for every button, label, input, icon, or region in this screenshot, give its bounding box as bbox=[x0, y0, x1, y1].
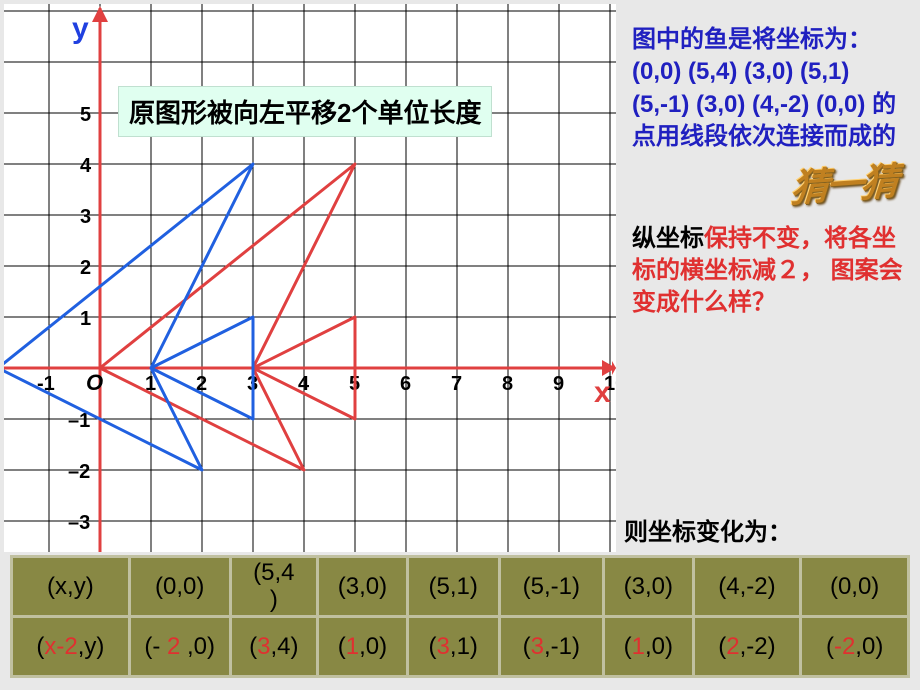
description-text: 图中的鱼是将坐标为： (0,0) (5,4) (3,0) (5,1) (5,-1… bbox=[624, 4, 914, 154]
table-cell: (2,-2) bbox=[693, 617, 801, 677]
table-cell: (1,0) bbox=[318, 617, 408, 677]
result-label: 则坐标变化为： bbox=[624, 512, 792, 547]
table-cell: (1,0) bbox=[603, 617, 693, 677]
table-cell: (0,0) bbox=[801, 557, 909, 617]
table-cell: (5,4) bbox=[230, 557, 317, 617]
table-cell: (3,1) bbox=[407, 617, 499, 677]
table-cell: (5,1) bbox=[407, 557, 499, 617]
right-panel: 图中的鱼是将坐标为： (0,0) (5,4) (3,0) (5,1) (5,-1… bbox=[624, 4, 914, 552]
table-cell: (-2,0) bbox=[801, 617, 909, 677]
table-cell: (0,0) bbox=[129, 557, 230, 617]
svg-text:–3: –3 bbox=[68, 512, 90, 534]
table-cell: (3,0) bbox=[318, 557, 408, 617]
desc-prefix: 图中的鱼是将坐标为： bbox=[632, 26, 872, 53]
desc-coords: (0,0) (5,4) (3,0) (5,1) (5,-1) (3,0) (4,… bbox=[632, 58, 865, 117]
table-header: (x-2,y) bbox=[12, 617, 130, 677]
svg-text:9: 9 bbox=[553, 373, 564, 395]
guess-word: 猜一猜 bbox=[789, 150, 898, 213]
svg-text:6: 6 bbox=[400, 373, 411, 395]
svg-text:3: 3 bbox=[80, 206, 91, 228]
coordinate-table: (x,y)(0,0)(5,4)(3,0)(5,1)(5,-1)(3,0)(4,-… bbox=[10, 555, 910, 678]
graph-caption: 原图形被向左平移2个单位长度 bbox=[118, 86, 492, 137]
table-cell: (5,-1) bbox=[499, 557, 603, 617]
svg-text:8: 8 bbox=[502, 373, 513, 395]
svg-text:1: 1 bbox=[80, 308, 91, 330]
table-header: (x,y) bbox=[12, 557, 130, 617]
q-prefix: 纵坐标 bbox=[632, 225, 704, 252]
svg-text:5: 5 bbox=[80, 104, 91, 126]
guess-decoration: 猜一猜 bbox=[624, 154, 914, 209]
svg-text:O: O bbox=[86, 370, 103, 395]
svg-text:–2: –2 bbox=[68, 461, 90, 483]
slide: O12345678910-2-112345–1–2–3xy 原图形被向左平移2个… bbox=[0, 0, 920, 690]
graph-area: O12345678910-2-112345–1–2–3xy 原图形被向左平移2个… bbox=[4, 4, 616, 552]
table-cell: (3,4) bbox=[230, 617, 317, 677]
table-cell: (- 2 ,0) bbox=[129, 617, 230, 677]
table-cell: (4,-2) bbox=[693, 557, 801, 617]
svg-text:2: 2 bbox=[80, 257, 91, 279]
svg-text:7: 7 bbox=[451, 373, 462, 395]
svg-text:y: y bbox=[72, 12, 89, 45]
svg-text:4: 4 bbox=[80, 155, 92, 177]
svg-text:x: x bbox=[594, 376, 611, 409]
table-cell: (3,0) bbox=[603, 557, 693, 617]
table-cell: (3,-1) bbox=[499, 617, 603, 677]
question-text: 纵坐标保持不变，将各坐标的横坐标减２， 图案会变成什么样？ bbox=[624, 209, 914, 320]
